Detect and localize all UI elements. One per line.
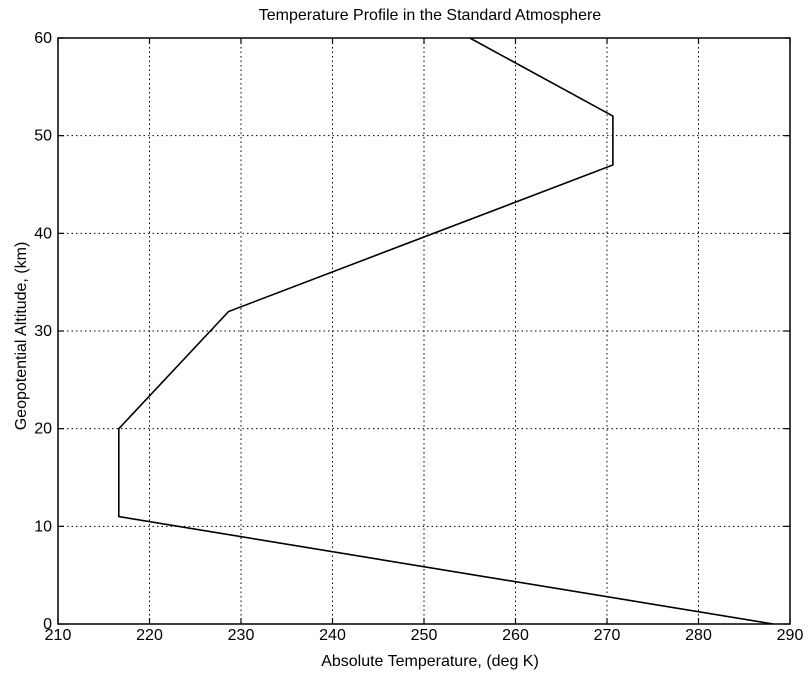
- y-tick-label: 40: [34, 225, 52, 242]
- temperature-profile-line: [118, 37, 774, 625]
- x-tick-label: 220: [136, 627, 163, 644]
- x-tick-label: 270: [594, 627, 621, 644]
- x-tick-label: 240: [319, 627, 346, 644]
- x-tick-label: 250: [411, 627, 438, 644]
- y-tick-label: 50: [34, 128, 52, 145]
- y-tick-label: 0: [43, 616, 52, 633]
- y-tick-label: 20: [34, 421, 52, 438]
- x-tick-label: 230: [228, 627, 255, 644]
- x-tick-label: 210: [45, 627, 72, 644]
- y-tick-label: 60: [34, 30, 52, 47]
- series-layer: [118, 37, 774, 625]
- x-tick-label: 260: [502, 627, 529, 644]
- x-tick-label: 290: [777, 627, 804, 644]
- x-axis-label: Absolute Temperature, (deg K): [321, 653, 539, 670]
- y-tick-label: 30: [34, 323, 52, 340]
- axis-ticks: 210 220 230 240 250 260 270 280 290 0 10 20 30 40 50 60: [34, 30, 803, 644]
- grid-lines: [58, 38, 790, 624]
- y-tick-label: 10: [34, 518, 52, 535]
- chart-title: Temperature Profile in the Standard Atmo…: [259, 7, 602, 24]
- y-axis-label: Geopotential Altitude, (km): [13, 242, 30, 431]
- x-tick-label: 280: [685, 627, 712, 644]
